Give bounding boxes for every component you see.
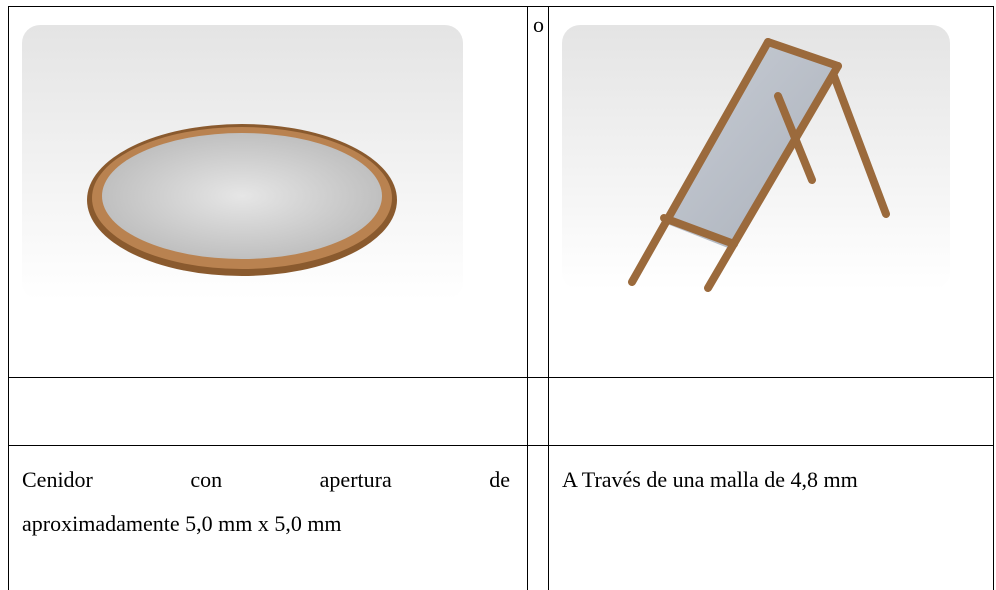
table-border: [527, 6, 528, 590]
table-border: [548, 6, 549, 590]
round-sieve-image: [22, 25, 463, 300]
caption-line: Cenidor con apertura de: [22, 467, 510, 492]
caption-line: aproximadamente 5,0 mm x 5,0 mm: [22, 511, 342, 536]
table-border: [8, 377, 994, 378]
table-border: [8, 6, 994, 7]
table-border: [8, 445, 994, 446]
table-border: [8, 6, 9, 590]
caption: A Través de una malla de 4,8 mm: [562, 467, 858, 492]
frame-sieve-image: [562, 25, 950, 292]
table-border: [993, 6, 994, 590]
separator: o: [533, 12, 544, 37]
